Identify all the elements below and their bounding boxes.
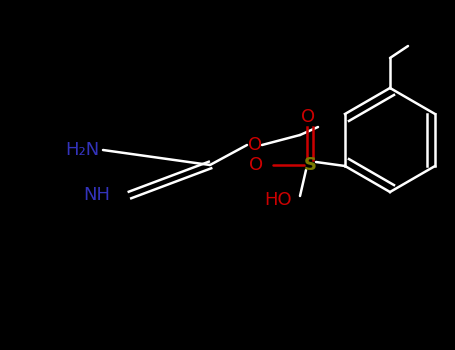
Text: H₂N: H₂N <box>65 141 99 159</box>
Text: HO: HO <box>264 191 292 209</box>
Text: O: O <box>301 108 315 126</box>
Text: NH: NH <box>83 186 110 204</box>
Text: O: O <box>248 136 262 154</box>
Text: S: S <box>303 156 317 174</box>
Text: O: O <box>249 156 263 174</box>
